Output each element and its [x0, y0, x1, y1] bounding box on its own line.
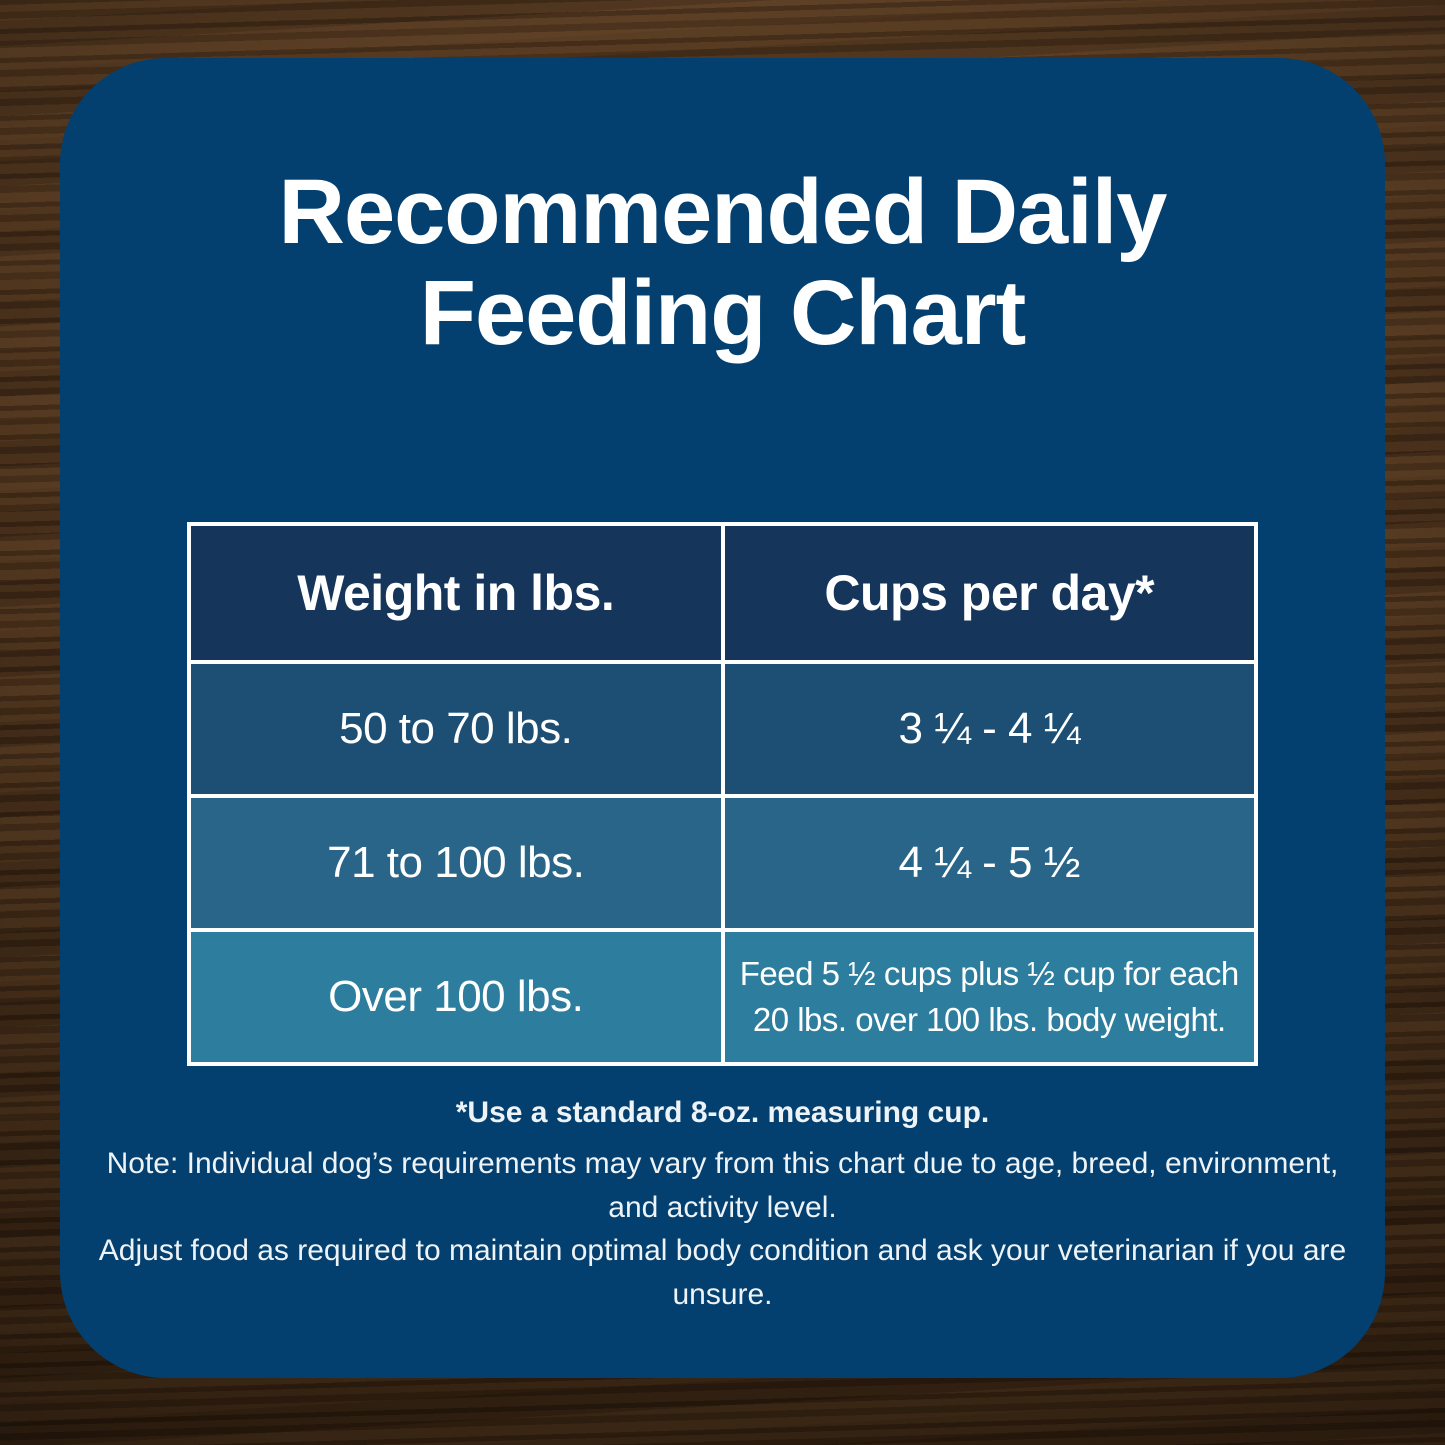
variance-note-line2: Adjust food as required to maintain opti…: [98, 1234, 1347, 1311]
column-header-cups: Cups per day*: [720, 522, 1258, 664]
page-title-line2: Feeding Chart: [419, 262, 1026, 365]
variance-note-line1: Note: Individual dog’s requirements may …: [106, 1147, 1339, 1224]
feeding-table: Weight in lbs. Cups per day* 50 to 70 lb…: [187, 522, 1258, 1066]
table-row: 50 to 70 lbs. 3 ¼ - 4 ¼: [187, 660, 1258, 798]
footnotes: *Use a standard 8-oz. measuring cup. Not…: [90, 1096, 1355, 1316]
table-row: 71 to 100 lbs. 4 ¼ - 5 ½: [187, 794, 1258, 932]
weight-cell: 71 to 100 lbs.: [187, 794, 725, 932]
feeding-chart-panel: Recommended Daily Feeding Chart Weight i…: [60, 58, 1385, 1378]
cups-cell: Feed 5 ½ cups plus ½ cup for each 20 lbs…: [720, 928, 1258, 1066]
page-title: Recommended Daily Feeding Chart: [60, 161, 1385, 365]
weight-cell: Over 100 lbs.: [187, 928, 725, 1066]
cups-cell: 3 ¼ - 4 ¼: [720, 660, 1258, 798]
table-row: Over 100 lbs. Feed 5 ½ cups plus ½ cup f…: [187, 928, 1258, 1066]
weight-cell: 50 to 70 lbs.: [187, 660, 725, 798]
cups-cell: 4 ¼ - 5 ½: [720, 794, 1258, 932]
page-title-line1: Recommended Daily: [278, 161, 1168, 263]
column-header-weight: Weight in lbs.: [187, 522, 725, 664]
table-header-row: Weight in lbs. Cups per day*: [187, 522, 1258, 664]
measuring-cup-note: *Use a standard 8-oz. measuring cup.: [455, 1096, 990, 1129]
